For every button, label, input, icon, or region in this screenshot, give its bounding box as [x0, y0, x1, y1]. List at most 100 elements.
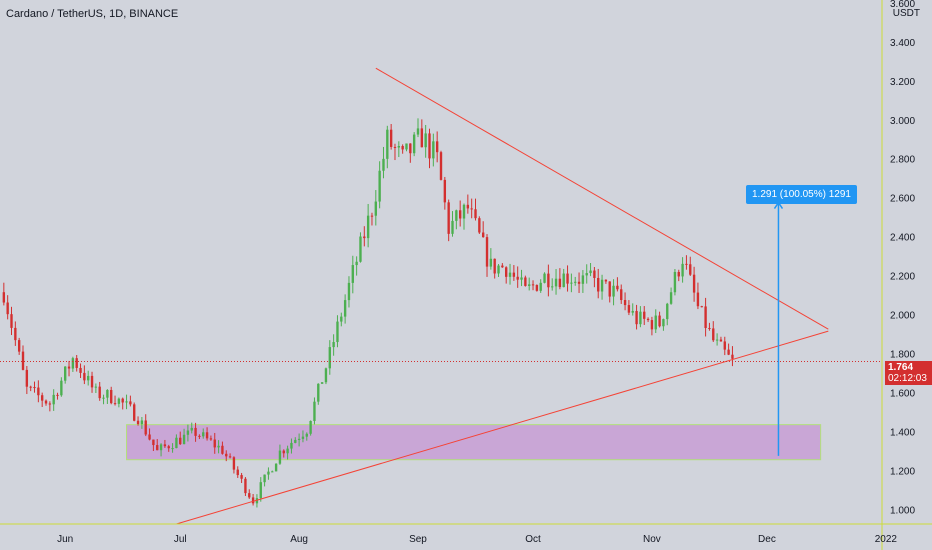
- chart-title: Cardano / TetherUS, 1D, BINANCE: [6, 8, 179, 20]
- bullish-candle: [497, 264, 500, 277]
- bearish-candle: [516, 266, 519, 288]
- bearish-candle: [466, 194, 470, 214]
- bullish-candle: [673, 268, 677, 296]
- bearish-candle: [370, 212, 374, 226]
- bearish-candle: [512, 265, 516, 281]
- y-tick-label: 1.800: [890, 350, 915, 361]
- bearish-candle: [363, 226, 366, 247]
- bullish-candle: [60, 377, 63, 397]
- bullish-candle: [585, 264, 588, 284]
- bearish-candle: [205, 427, 209, 441]
- bullish-candle: [639, 306, 642, 328]
- x-tick-label: 2022: [875, 534, 898, 545]
- bullish-candle: [600, 274, 604, 300]
- bullish-candle: [171, 443, 174, 453]
- bearish-candle: [643, 306, 646, 325]
- bearish-candle: [485, 234, 489, 277]
- measure-label[interactable]: 1.291 (100.05%) 1291: [746, 185, 857, 204]
- bearish-candle: [44, 399, 48, 406]
- bearish-candle: [48, 401, 52, 412]
- bullish-candle: [631, 303, 634, 316]
- bearish-candle: [221, 441, 224, 455]
- bullish-candle: [102, 394, 105, 405]
- x-tick-label: Oct: [525, 534, 541, 545]
- x-tick-label: Nov: [643, 534, 661, 545]
- bearish-candle: [458, 200, 462, 227]
- bearish-candle: [620, 284, 623, 304]
- bullish-candle: [489, 248, 493, 270]
- bearish-candle: [731, 346, 734, 367]
- bullish-candle: [217, 440, 220, 454]
- y-tick-label: 3.000: [890, 116, 915, 127]
- bullish-candle: [570, 273, 573, 293]
- bearish-candle: [696, 282, 700, 310]
- bearish-candle: [428, 128, 431, 169]
- y-tick-label: 3.200: [890, 77, 915, 88]
- bearish-candle: [623, 292, 627, 311]
- bullish-candle: [551, 278, 554, 291]
- bearish-candle: [236, 466, 239, 478]
- bearish-candle: [447, 199, 450, 242]
- bullish-candle: [554, 269, 558, 295]
- bearish-candle: [505, 266, 508, 284]
- bearish-candle: [133, 402, 136, 422]
- bullish-candle: [405, 143, 408, 152]
- bullish-candle: [305, 432, 308, 441]
- bearish-candle: [37, 380, 40, 403]
- bearish-candle: [493, 258, 496, 279]
- bearish-candle: [658, 311, 661, 328]
- bearish-candle: [90, 371, 94, 393]
- bullish-candle: [543, 272, 546, 284]
- bullish-candle: [343, 294, 347, 324]
- bearish-candle: [56, 392, 59, 400]
- y-tick-label: 2.000: [890, 311, 915, 322]
- bearish-candle: [98, 381, 101, 401]
- y-tick-label: 1.000: [890, 505, 915, 516]
- bullish-candle: [202, 428, 205, 439]
- bullish-candle: [301, 430, 305, 443]
- bullish-candle: [117, 397, 121, 408]
- bearish-candle: [6, 295, 9, 320]
- bearish-candle: [17, 337, 21, 355]
- bullish-candle: [317, 383, 320, 405]
- bearish-candle: [708, 322, 711, 331]
- bearish-candle: [547, 264, 550, 297]
- bearish-candle: [198, 434, 201, 440]
- bearish-candle: [129, 395, 132, 407]
- bearish-candle: [121, 397, 124, 410]
- bearish-candle: [148, 428, 151, 441]
- bearish-candle: [25, 365, 29, 395]
- bearish-candle: [677, 269, 680, 282]
- bullish-candle: [336, 315, 339, 348]
- bullish-candle: [351, 255, 354, 294]
- bearish-candle: [531, 280, 535, 291]
- bearish-candle: [2, 282, 6, 306]
- bullish-candle: [278, 444, 282, 465]
- bullish-candle: [355, 256, 358, 276]
- bullish-candle: [539, 279, 542, 293]
- bearish-candle: [409, 143, 412, 163]
- bearish-candle: [179, 431, 182, 445]
- bearish-candle: [470, 198, 473, 219]
- bearish-candle: [21, 345, 25, 371]
- bullish-candle: [528, 277, 531, 291]
- bullish-candle: [64, 366, 67, 384]
- bearish-candle: [209, 435, 213, 441]
- bearish-candle: [608, 281, 611, 303]
- bullish-candle: [313, 397, 316, 425]
- bearish-candle: [240, 472, 243, 484]
- bullish-candle: [520, 269, 523, 287]
- bullish-candle: [366, 203, 370, 248]
- bullish-candle: [581, 270, 585, 293]
- y-tick-label: 1.600: [890, 388, 915, 399]
- bullish-candle: [424, 124, 427, 158]
- y-tick-label: 3.400: [890, 38, 915, 49]
- bearish-candle: [194, 422, 197, 442]
- bullish-candle: [286, 445, 289, 460]
- bearish-candle: [136, 416, 140, 426]
- bearish-candle: [727, 343, 730, 356]
- bearish-candle: [389, 124, 393, 150]
- bearish-candle: [282, 449, 285, 458]
